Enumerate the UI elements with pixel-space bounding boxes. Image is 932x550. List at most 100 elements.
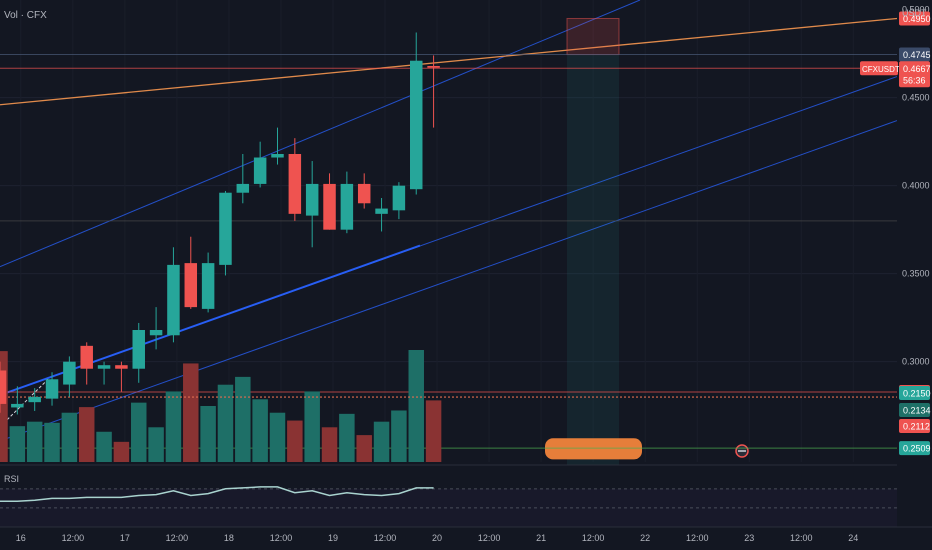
candle-body[interactable] bbox=[392, 185, 406, 211]
candle-body[interactable] bbox=[45, 379, 59, 399]
volume-bar bbox=[131, 402, 147, 462]
volume-bar bbox=[304, 391, 320, 462]
price-tag[interactable] bbox=[899, 11, 930, 26]
price-tag-label: 0.2150 bbox=[903, 389, 931, 399]
candle-body[interactable] bbox=[97, 365, 111, 369]
candle-body[interactable] bbox=[305, 183, 319, 216]
volume-bar bbox=[252, 399, 268, 462]
volume-bar bbox=[408, 350, 424, 462]
candle-body[interactable] bbox=[149, 330, 163, 336]
candle-body[interactable] bbox=[253, 157, 267, 184]
time-axis-label: 12:00 bbox=[270, 533, 293, 543]
volume-bar bbox=[113, 441, 130, 462]
price-tag[interactable] bbox=[899, 441, 930, 456]
candle-body[interactable] bbox=[184, 263, 198, 308]
volume-bar bbox=[356, 435, 372, 462]
candle-body[interactable] bbox=[340, 183, 354, 230]
last-price-label: 0.4667 bbox=[903, 64, 931, 74]
channel-line[interactable] bbox=[0, 120, 898, 442]
price-tag-label: 0.2134 bbox=[903, 406, 931, 416]
indicator-legend[interactable]: Vol · CFX bbox=[4, 10, 47, 21]
candle-body[interactable] bbox=[80, 345, 93, 369]
price-tag-label: 0.4950 bbox=[903, 14, 931, 24]
volume-bar bbox=[391, 410, 407, 462]
channel-line[interactable] bbox=[0, 0, 641, 268]
candle-body[interactable] bbox=[236, 183, 250, 193]
candle-body[interactable] bbox=[323, 183, 336, 230]
time-axis-background bbox=[0, 527, 932, 550]
time-axis-label: 12:00 bbox=[166, 533, 189, 543]
candle-body[interactable] bbox=[219, 192, 232, 265]
resistance-line[interactable] bbox=[0, 17, 898, 106]
candlestick-series[interactable] bbox=[0, 32, 440, 415]
volume-bar bbox=[425, 400, 442, 462]
volume-bar bbox=[339, 413, 355, 462]
volume-bar bbox=[96, 431, 112, 462]
rsi-label[interactable]: RSI bbox=[4, 474, 20, 484]
candle-body[interactable] bbox=[427, 66, 440, 68]
volume-bar bbox=[269, 412, 286, 462]
symbol-tag[interactable] bbox=[860, 61, 898, 76]
countdown-label: 56:36 bbox=[903, 75, 926, 85]
volume-bar bbox=[217, 384, 234, 462]
price-tag[interactable] bbox=[899, 403, 930, 417]
rsi-pane[interactable]: 80.0040.00 bbox=[0, 464, 932, 528]
last-price-tag[interactable] bbox=[899, 61, 930, 88]
volume-bar bbox=[148, 427, 164, 462]
rsi-background bbox=[0, 465, 932, 527]
candle-body[interactable] bbox=[201, 263, 215, 309]
candle-body[interactable] bbox=[288, 154, 302, 214]
volume-bar bbox=[287, 420, 303, 462]
time-axis-label: 20 bbox=[432, 533, 442, 543]
volume-bar bbox=[235, 376, 251, 462]
price-tag[interactable] bbox=[899, 47, 930, 62]
time-axis-label: 12:00 bbox=[62, 533, 85, 543]
indicator-label: Vol · CFX bbox=[4, 10, 47, 21]
candle-body[interactable] bbox=[271, 154, 284, 158]
stop-loss-zone[interactable] bbox=[566, 17, 620, 56]
price-axis-label: 0.4500 bbox=[902, 93, 930, 103]
volume-bar bbox=[183, 363, 199, 462]
time-axis-label: 16 bbox=[16, 533, 26, 543]
volume-bar bbox=[61, 412, 78, 462]
volume-bar bbox=[78, 407, 95, 462]
candle-body[interactable] bbox=[167, 264, 180, 336]
volume-bar bbox=[321, 427, 338, 462]
symbol-tag-label: CFXUSDT bbox=[862, 65, 900, 74]
price-tag[interactable] bbox=[899, 419, 930, 433]
volume-bar bbox=[44, 422, 60, 462]
time-axis-label: 12:00 bbox=[374, 533, 397, 543]
candle-body[interactable] bbox=[28, 396, 41, 403]
volume-bar bbox=[165, 391, 182, 462]
candle-body[interactable] bbox=[63, 361, 76, 385]
candle-body[interactable] bbox=[11, 403, 24, 408]
volume-bar bbox=[9, 426, 26, 462]
time-axis-label: 21 bbox=[536, 533, 546, 543]
volume-bar bbox=[200, 406, 216, 462]
candle-body[interactable] bbox=[115, 365, 128, 369]
time-axis-label: 22 bbox=[640, 533, 650, 543]
grid-lines bbox=[0, 97, 897, 363]
price-unit: USDT bbox=[902, 8, 927, 18]
orange-highlight-marker[interactable] bbox=[545, 438, 642, 460]
volume-bar bbox=[373, 421, 390, 462]
time-axis-label: 19 bbox=[328, 533, 338, 543]
candle-body[interactable] bbox=[132, 330, 145, 369]
candle-body[interactable] bbox=[357, 183, 371, 204]
candle-body[interactable] bbox=[409, 60, 423, 190]
candle-body[interactable] bbox=[375, 208, 388, 214]
take-profit-zone[interactable] bbox=[567, 54, 619, 512]
candle-body[interactable] bbox=[0, 370, 7, 404]
time-axis-label: 12:00 bbox=[478, 533, 501, 543]
price-axis-label: 0.4000 bbox=[902, 181, 930, 191]
time-axis-label: 23 bbox=[744, 533, 754, 543]
rsi-line[interactable] bbox=[0, 486, 434, 502]
price-tag[interactable] bbox=[899, 386, 930, 400]
price-axis-label: 0.5000 bbox=[902, 5, 930, 15]
horizontal-levels[interactable] bbox=[0, 54, 897, 449]
dashed-trendline[interactable] bbox=[0, 378, 49, 428]
volume-bar bbox=[0, 351, 8, 462]
time-axis-label: 17 bbox=[120, 533, 130, 543]
